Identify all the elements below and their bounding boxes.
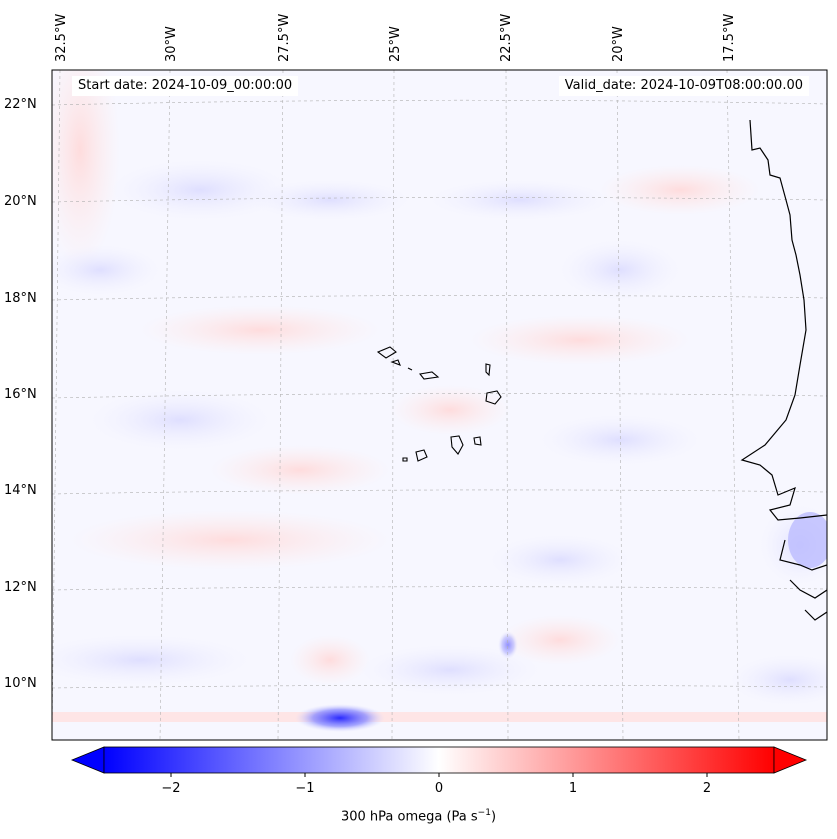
colorbar-tick-label: 1 xyxy=(568,781,578,796)
lat-label: 12°N xyxy=(4,580,37,595)
lon-label: 22.5°W xyxy=(499,13,514,62)
lat-label: 10°N xyxy=(4,676,37,691)
colorbar xyxy=(70,746,808,777)
colorbar-title: 300 hPa omega (Pa s−1) xyxy=(0,808,837,824)
graticule xyxy=(52,70,827,740)
omega-field xyxy=(52,70,827,740)
lat-label: 20°N xyxy=(4,194,37,209)
lat-label: 22°N xyxy=(4,97,37,112)
colorbar-tick-label: −2 xyxy=(161,781,181,796)
colorbar-title-end: ) xyxy=(490,809,497,825)
lon-label: 30°W xyxy=(164,26,179,62)
lon-label: 17.5°W xyxy=(722,13,737,62)
map-frame xyxy=(51,69,828,741)
lat-label: 18°N xyxy=(4,291,37,306)
lon-label: 32.5°W xyxy=(54,13,69,62)
colorbar-title-sup: −1 xyxy=(477,808,491,818)
coastline xyxy=(740,119,827,621)
colorbar-title-main: 300 hPa omega (Pa s xyxy=(340,809,478,825)
lat-label: 14°N xyxy=(4,483,37,498)
start-date-label: Start date: 2024-10-09_00:00:00 xyxy=(72,76,299,96)
lon-label: 27.5°W xyxy=(277,13,292,62)
valid-date-label: Valid_date: 2024-10-09T08:00:00.00 xyxy=(558,76,809,96)
lon-label: 25°W xyxy=(388,26,403,62)
cape-verde-islands xyxy=(376,346,502,462)
colorbar-tick-label: 0 xyxy=(434,781,444,796)
colorbar-tick-label: −1 xyxy=(295,781,315,796)
lat-label: 16°N xyxy=(4,387,37,402)
lon-label: 20°W xyxy=(611,26,626,62)
colorbar-tick-label: 2 xyxy=(702,781,712,796)
